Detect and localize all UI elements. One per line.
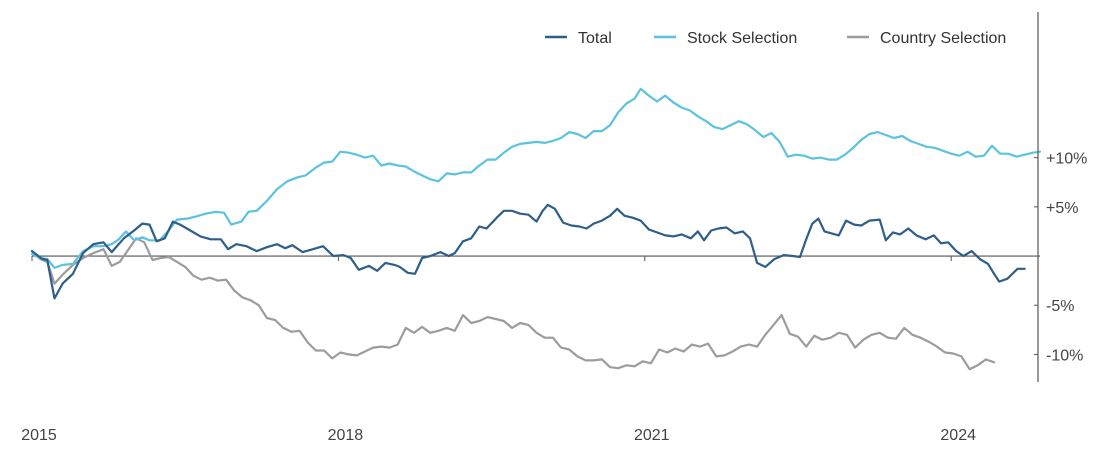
- legend-label: Country Selection: [880, 30, 1006, 47]
- x-tick-label: 2024: [940, 427, 976, 444]
- y-tick-label: -10%: [1046, 347, 1083, 364]
- x-tick-layer: 2015 2018 2021 2024: [21, 256, 976, 444]
- x-tick-label: 2015: [21, 427, 57, 444]
- y-tick-label: +10%: [1046, 151, 1087, 168]
- legend-label: Stock Selection: [687, 30, 797, 47]
- series-line-country-selection: [30, 237, 996, 371]
- x-tick-label: 2021: [634, 427, 670, 444]
- x-tick-label: 2018: [328, 427, 364, 444]
- series-line-stock-selection: [30, 87, 1042, 269]
- y-tick-label: +5%: [1046, 200, 1078, 217]
- legend: Total Stock Selection Country Selection: [545, 30, 1006, 47]
- legend-item-stock-selection: Stock Selection: [654, 30, 797, 47]
- legend-item-country-selection: Country Selection: [847, 30, 1006, 47]
- legend-label: Total: [578, 30, 612, 47]
- legend-item-total: Total: [545, 30, 612, 47]
- y-tick-label: -5%: [1046, 298, 1074, 315]
- series-layer: [30, 87, 1042, 371]
- y-axis-layer: +10% +5% -5% -10%: [1034, 12, 1087, 382]
- series-line-total: [30, 203, 1026, 300]
